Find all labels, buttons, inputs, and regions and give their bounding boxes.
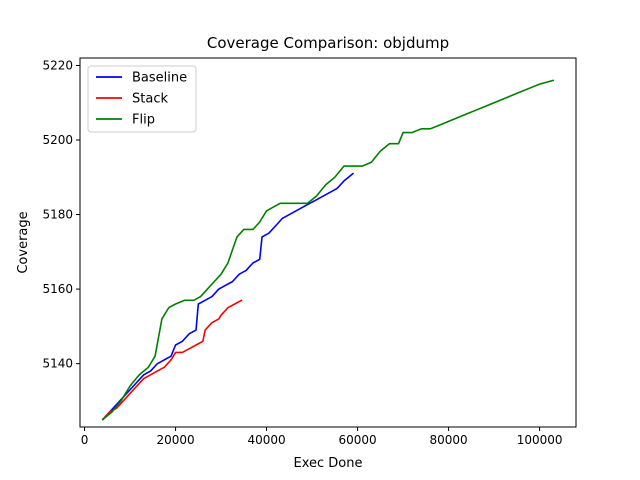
x-tick-label: 80000	[429, 433, 467, 447]
series-line-flip	[101, 79, 555, 421]
x-tick-label: 100000	[517, 433, 563, 447]
plot-area: 0 20000 40000 60000 80000 100000 5140 5160 5180 5…	[42, 57, 577, 447]
x-tick-label: 60000	[338, 433, 376, 447]
x-tick-label: 0	[81, 433, 89, 447]
x-tick-label: 40000	[247, 433, 285, 447]
y-tick-label: 5140	[42, 357, 73, 371]
x-axis-label: Exec Done	[294, 456, 363, 471]
chart-title: Coverage Comparison: objdump	[207, 34, 449, 52]
plot-frame	[79, 57, 577, 428]
legend-box	[87, 65, 197, 133]
series-line-stack	[101, 299, 243, 421]
legend-label-stack: Stack	[132, 92, 168, 107]
y-tick-label: 5160	[42, 282, 73, 296]
y-tick-label: 5200	[42, 133, 73, 147]
x-tick-label: 20000	[156, 433, 194, 447]
legend-label-baseline: Baseline	[132, 71, 187, 86]
y-tick-label: 5220	[42, 58, 73, 72]
y-axis-label: Coverage	[16, 211, 31, 273]
legend-label-flip: Flip	[132, 113, 155, 128]
legend: Baseline Stack Flip	[87, 65, 197, 133]
series-line-baseline	[101, 172, 354, 421]
y-tick-label: 5180	[42, 208, 73, 222]
